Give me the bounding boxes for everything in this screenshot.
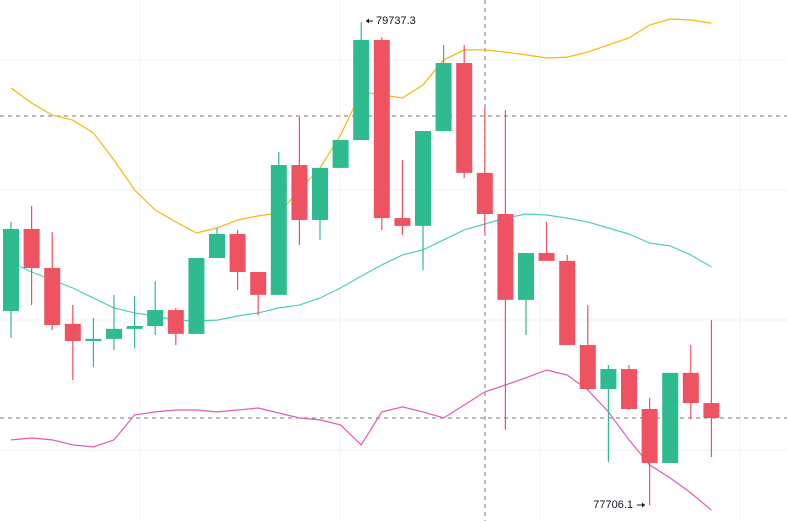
candle-body	[662, 372, 679, 463]
indicator-line	[10, 369, 712, 511]
candle-body	[188, 258, 205, 334]
indicator-line	[10, 213, 712, 322]
candle-body	[332, 140, 349, 168]
annotation: 77706.1	[593, 499, 633, 511]
candle-body	[23, 228, 40, 268]
arrow-head	[366, 18, 369, 24]
candle-body	[538, 253, 555, 261]
min-annotation: 77706.1	[593, 499, 645, 511]
candle-body	[518, 253, 534, 300]
candle-body	[415, 131, 431, 226]
candle-body	[600, 369, 617, 390]
marks	[3, 18, 720, 511]
arrow-head	[642, 502, 645, 508]
candle-body	[147, 310, 164, 327]
candle-body	[64, 323, 81, 341]
candle-body	[579, 345, 596, 390]
annotation: 79737.3	[376, 15, 416, 27]
candle-body	[703, 403, 720, 419]
candle-body	[126, 326, 143, 329]
candle-body	[229, 233, 246, 273]
candle-body	[3, 228, 19, 312]
candle-body	[167, 310, 184, 334]
candle-body	[291, 165, 308, 220]
candle-body	[312, 167, 328, 220]
candle-body	[250, 272, 267, 295]
candle-body	[394, 218, 411, 226]
candle-body	[209, 233, 225, 259]
candle-body	[373, 39, 390, 219]
candle-body	[270, 165, 287, 295]
candle-body	[353, 39, 370, 141]
candle-body	[85, 338, 102, 341]
candle-body	[456, 63, 473, 173]
candle-body	[682, 372, 699, 404]
candle-body	[476, 172, 493, 215]
candle-body	[44, 267, 61, 326]
max-annotation: 79737.3	[366, 15, 416, 27]
candle-body	[621, 369, 637, 410]
candle-body	[497, 214, 514, 300]
candle-body	[641, 409, 658, 463]
candle-body	[106, 328, 122, 339]
candle-body	[435, 63, 452, 132]
candle-body	[559, 260, 576, 346]
